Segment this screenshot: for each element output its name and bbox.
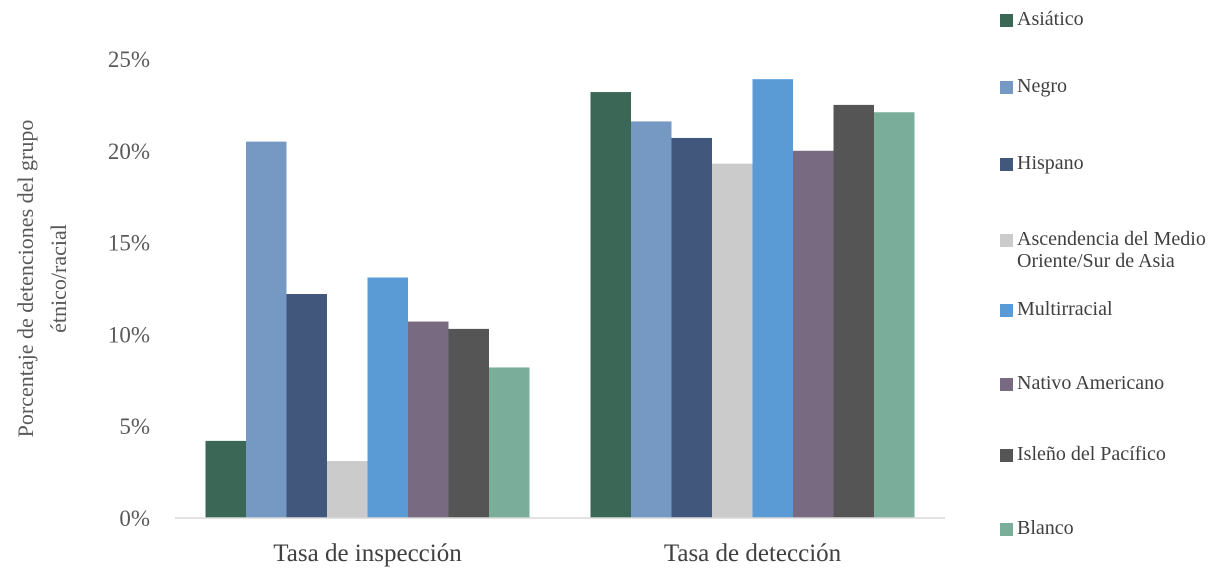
legend-item: Negro [1000, 75, 1207, 97]
legend-item: Nativo Americano [1000, 372, 1207, 394]
y-axis-ticks: 0% 5% 10% 15% 20% 25% [108, 47, 150, 531]
legend-item: Blanco [1000, 517, 1207, 539]
bar [448, 328, 489, 518]
legend-label: Multirracial [1017, 298, 1113, 320]
bar [408, 321, 449, 518]
legend-swatch [1000, 304, 1013, 317]
legend-label: Hispano [1017, 152, 1084, 174]
legend-label: Negro [1017, 75, 1067, 97]
x-category-label: Tasa de inspección [273, 540, 462, 567]
y-tick-label: 5% [119, 414, 150, 439]
legend-label: Nativo Americano [1017, 372, 1165, 394]
bar [671, 137, 712, 518]
legend-label: Asiático [1017, 8, 1084, 30]
y-tick-label: 20% [108, 139, 150, 164]
y-tick-label: 10% [108, 322, 150, 347]
bar [327, 461, 368, 518]
bar [833, 104, 874, 519]
x-axis-categories: Tasa de inspección Tasa de detección [273, 540, 841, 567]
bar-chart: Porcentaje de detenciones del grupo étnic… [13, 47, 945, 567]
y-tick-label: 25% [108, 47, 150, 72]
bar [246, 141, 287, 518]
legend: Asiático Negro Hispano Ascendencia del Medi… [1000, 0, 1208, 569]
bar [631, 121, 672, 518]
legend-label: Ascendencia del Medio Oriente/Sur de Asi… [1017, 228, 1206, 272]
legend-item: Ascendencia del Medio Oriente/Sur de Asi… [1000, 228, 1207, 272]
bar [793, 150, 834, 519]
y-axis-label-line: étnico/racial [46, 224, 71, 333]
legend-swatch [1000, 378, 1013, 391]
legend-swatch [1000, 449, 1013, 462]
legend-item: Multirracial [1000, 298, 1207, 320]
bar [874, 112, 915, 518]
legend-swatch [1000, 523, 1013, 536]
legend-item: Asiático [1000, 8, 1207, 30]
bar [489, 367, 530, 518]
bars [205, 79, 915, 519]
bar [590, 92, 631, 518]
y-axis-label-line: Porcentaje de detenciones del grupo [13, 120, 38, 438]
y-tick-label: 0% [119, 506, 150, 531]
bar [205, 440, 246, 518]
legend-label: Isleño del Pacífico [1017, 443, 1166, 465]
y-tick-label: 15% [108, 231, 150, 256]
bar [367, 277, 408, 518]
legend-swatch [1000, 14, 1013, 27]
bar [286, 294, 327, 518]
x-category-label: Tasa de detección [664, 540, 842, 567]
legend-swatch [1000, 81, 1013, 94]
legend-swatch [1000, 234, 1013, 247]
legend-item: Hispano [1000, 152, 1207, 174]
legend-swatch [1000, 158, 1013, 171]
y-axis-label: Porcentaje de detenciones del grupo étnic… [13, 120, 71, 438]
bar [712, 163, 753, 519]
bar [752, 79, 793, 519]
legend-label: Blanco [1017, 517, 1074, 539]
legend-item: Isleño del Pacífico [1000, 443, 1207, 465]
